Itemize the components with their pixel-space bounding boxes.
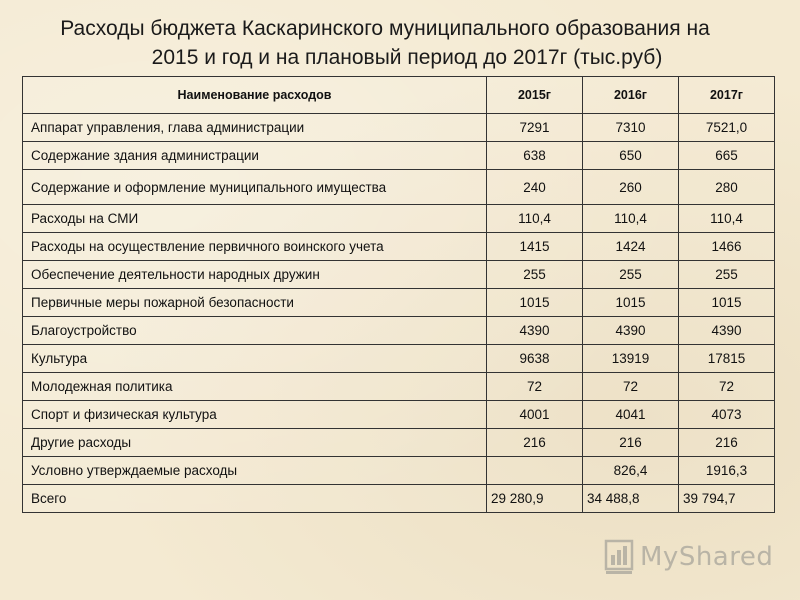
amount-cell-2016г: 216 [582, 428, 679, 457]
header-year-2016: 2016г [582, 76, 679, 114]
amount-cell-2016г: 34 488,8 [582, 484, 679, 513]
expense-name-cell: Первичные меры пожарной безопасности [22, 288, 487, 317]
header-expense-name: Наименование расходов [22, 76, 487, 114]
amount-cell-2015г: 1415 [486, 232, 583, 261]
table-row: Содержание здания администрации 638 650 665 [22, 141, 775, 170]
amount-cell-2016г: 1015 [582, 288, 679, 317]
amount-cell-2015г [486, 456, 583, 485]
expense-name-cell: Содержание и оформление муниципального и… [22, 169, 487, 205]
expense-name-cell: Обеспечение деятельности народных дружин [22, 260, 487, 289]
amount-cell-2015г: 255 [486, 260, 583, 289]
watermark-text: MyShared [640, 542, 774, 572]
amount-cell-2015г: 72 [486, 372, 583, 401]
amount-cell-2015г: 9638 [486, 344, 583, 373]
expense-name-cell: Всего [22, 484, 487, 513]
amount-cell-2016г: 4041 [582, 400, 679, 429]
amount-cell-2017г: 665 [678, 141, 775, 170]
budget-table: Наименование расходов 2015г 2016г 2017г … [22, 76, 775, 513]
slide-title-line1: Расходы бюджета Каскаринского муниципаль… [60, 17, 710, 40]
table-row: Другие расходы 216 216 216 [22, 428, 775, 457]
amount-cell-2015г: 1015 [486, 288, 583, 317]
amount-cell-2017г: 110,4 [678, 204, 775, 233]
table-row: Культура 9638 13919 17815 [22, 344, 775, 373]
header-year-2017: 2017г [678, 76, 775, 114]
expense-name-cell: Расходы на СМИ [22, 204, 487, 233]
amount-cell-2016г: 255 [582, 260, 679, 289]
amount-cell-2016г: 260 [582, 169, 679, 205]
expense-name-cell: Спорт и физическая культура [22, 400, 487, 429]
amount-cell-2016г: 826,4 [582, 456, 679, 485]
header-year-2015: 2015г [486, 76, 583, 114]
amount-cell-2015г: 29 280,9 [486, 484, 583, 513]
amount-cell-2017г: 17815 [678, 344, 775, 373]
amount-cell-2015г: 240 [486, 169, 583, 205]
amount-cell-2015г: 216 [486, 428, 583, 457]
table-row: Расходы на осуществление первичного воин… [22, 232, 775, 261]
table-row: Условно утверждаемые расходы 826,4 1916,3 [22, 456, 775, 485]
amount-cell-2017г: 280 [678, 169, 775, 205]
amount-cell-2017г: 4073 [678, 400, 775, 429]
expense-name-cell: Другие расходы [22, 428, 487, 457]
table-header-row: Наименование расходов 2015г 2016г 2017г [22, 76, 775, 114]
amount-cell-2017г: 39 794,7 [678, 484, 775, 513]
expense-name-cell: Культура [22, 344, 487, 373]
table-row: Аппарат управления, глава администрации 7… [22, 113, 775, 142]
amount-cell-2017г: 1015 [678, 288, 775, 317]
table-row: Первичные меры пожарной безопасности 1015… [22, 288, 775, 317]
amount-cell-2017г: 7521,0 [678, 113, 775, 142]
table-row: Обеспечение деятельности народных дружин… [22, 260, 775, 289]
amount-cell-2016г: 4390 [582, 316, 679, 345]
table-row: Благоустройство 4390 4390 4390 [22, 316, 775, 345]
bar-chart-logo-icon [604, 539, 634, 574]
amount-cell-2017г: 1466 [678, 232, 775, 261]
amount-cell-2017г: 72 [678, 372, 775, 401]
expense-name-cell: Молодежная политика [22, 372, 487, 401]
expense-name-cell: Аппарат управления, глава администрации [22, 113, 487, 142]
table-row: Всего 29 280,9 34 488,8 39 794,7 [22, 484, 775, 513]
amount-cell-2017г: 216 [678, 428, 775, 457]
expense-name-cell: Содержание здания администрации [22, 141, 487, 170]
expense-name-cell: Расходы на осуществление первичного воин… [22, 232, 487, 261]
expense-name-cell: Благоустройство [22, 316, 487, 345]
table-row: Молодежная политика 72 72 72 [22, 372, 775, 401]
amount-cell-2015г: 4001 [486, 400, 583, 429]
amount-cell-2017г: 1916,3 [678, 456, 775, 485]
amount-cell-2015г: 638 [486, 141, 583, 170]
table-row: Содержание и оформление муниципального и… [22, 169, 775, 205]
amount-cell-2016г: 13919 [582, 344, 679, 373]
amount-cell-2016г: 7310 [582, 113, 679, 142]
table-row: Спорт и физическая культура 4001 4041 4073 [22, 400, 775, 429]
amount-cell-2016г: 650 [582, 141, 679, 170]
amount-cell-2015г: 7291 [486, 113, 583, 142]
amount-cell-2017г: 255 [678, 260, 775, 289]
amount-cell-2016г: 110,4 [582, 204, 679, 233]
amount-cell-2016г: 72 [582, 372, 679, 401]
slide-title: Расходы бюджета Каскаринского муниципаль… [0, 14, 800, 72]
amount-cell-2015г: 4390 [486, 316, 583, 345]
expense-name-cell: Условно утверждаемые расходы [22, 456, 487, 485]
watermark-logo: MyShared [604, 537, 774, 577]
amount-cell-2016г: 1424 [582, 232, 679, 261]
slide-title-line2: 2015 и год и на плановый период до 2017г… [151, 46, 663, 69]
amount-cell-2015г: 110,4 [486, 204, 583, 233]
amount-cell-2017г: 4390 [678, 316, 775, 345]
table-row: Расходы на СМИ 110,4 110,4 110,4 [22, 204, 775, 233]
